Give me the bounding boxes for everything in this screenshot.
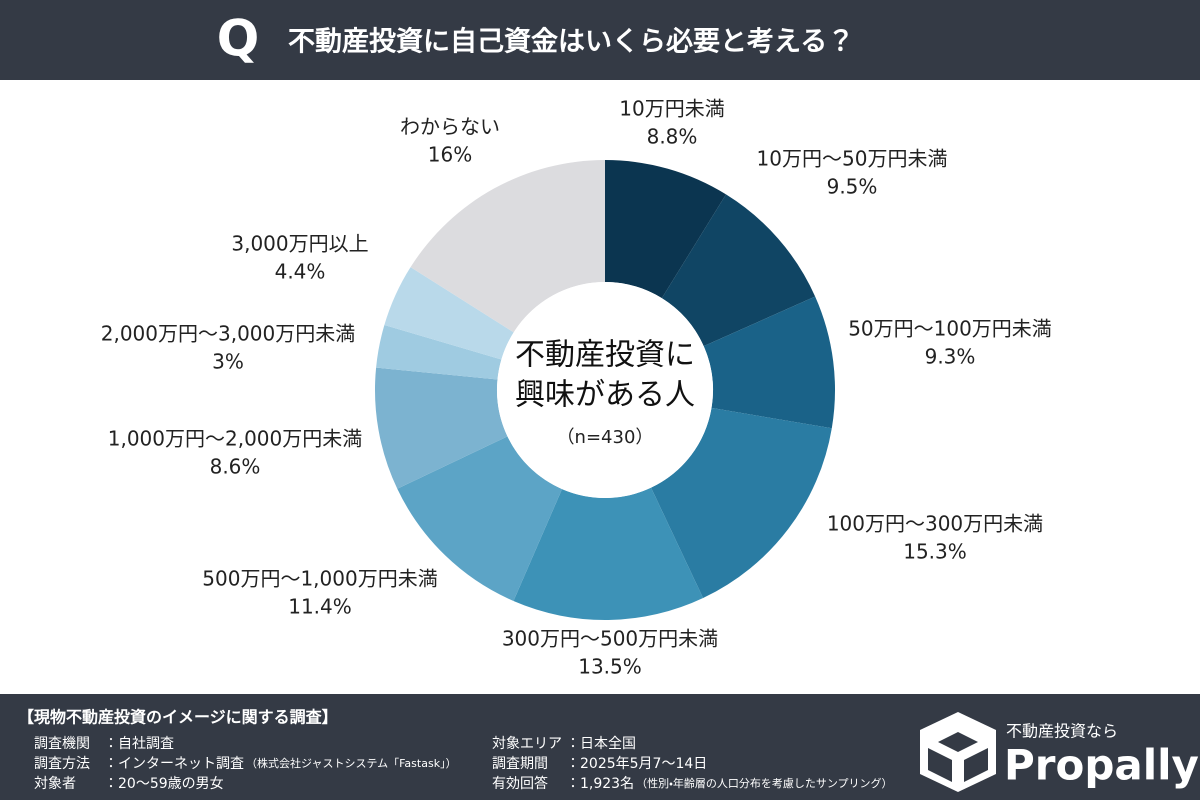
donut-slice <box>703 296 835 429</box>
brand-tagline: 不動産投資なら <box>1006 722 1118 741</box>
footer-note: （株式会社ジャストシステム「Fastask」） <box>246 756 457 770</box>
category-label: わからない <box>400 115 500 139</box>
value-label: 11.4% <box>288 595 352 619</box>
donut-slice <box>651 407 832 599</box>
value-label: 9.3% <box>925 345 976 369</box>
footer-value: ：日本全国 <box>566 736 636 752</box>
donut-slice <box>375 367 508 489</box>
value-label: 13.5% <box>578 655 642 679</box>
category-label: 10万円〜50万円未満 <box>757 147 948 171</box>
category-label: 300万円〜500万円未満 <box>502 627 718 651</box>
footer-value: ：自社調査 <box>104 736 174 752</box>
brand-name: Propally <box>1004 741 1199 790</box>
category-label: 1,000万円〜2,000万円未満 <box>108 427 363 451</box>
question-badge: Q <box>217 10 260 68</box>
value-label: 8.6% <box>210 455 261 479</box>
category-label: 50万円〜100万円未満 <box>848 317 1052 341</box>
value-label: 3% <box>212 350 244 374</box>
footer-label: 調査機関 <box>34 736 90 752</box>
footer-title: 【現物不動産投資のイメージに関する調査】 <box>18 708 338 727</box>
footer-value: ：インターネット調査 <box>104 756 244 772</box>
value-label: 9.5% <box>827 175 878 199</box>
header-band <box>0 0 1200 80</box>
value-label: 15.3% <box>903 540 967 564</box>
footer-value: ：2025年5月7〜14日 <box>566 756 707 772</box>
value-label: 16% <box>428 143 472 167</box>
center-note: （n=430） <box>557 427 654 448</box>
donut-slice <box>384 267 514 360</box>
footer-label: 有効回答 <box>492 775 548 792</box>
category-label: 10万円未満 <box>619 97 724 121</box>
donut-slice <box>661 194 816 347</box>
center-label: 不動産投資に <box>515 338 695 373</box>
footer-label: 調査期間 <box>492 756 548 772</box>
footer-label: 調査方法 <box>34 756 90 772</box>
chart-title: 不動産投資に自己資金はいくら必要と考える？ <box>288 26 854 58</box>
center-label: 興味がある人 <box>515 378 695 413</box>
donut-slice <box>397 436 563 602</box>
category-label: 100万円〜300万円未満 <box>827 512 1043 536</box>
footer-label: 対象者 <box>34 776 76 792</box>
footer-note: （性別・年齢層の人口分布を考慮したサンプリング） <box>636 776 892 790</box>
category-label: 2,000万円〜3,000万円未満 <box>101 322 356 346</box>
donut-slice <box>513 487 704 620</box>
donut-slice <box>605 160 727 299</box>
value-label: 8.8% <box>647 125 698 149</box>
value-label: 4.4% <box>275 260 326 284</box>
brand-logo <box>920 712 996 792</box>
footer-value: ：20〜59歳の男女 <box>104 776 224 792</box>
footer-band <box>0 694 1200 800</box>
donut-hole <box>497 282 713 498</box>
category-label: 3,000万円以上 <box>231 232 368 256</box>
donut-slice <box>410 160 605 333</box>
footer-value: ：1,923名 <box>566 776 634 792</box>
labels: 10万円未満 8.8% 10万円〜50万円未満 9.5% 50万円〜100万円未満 9.3… <box>101 97 1052 679</box>
category-label: 500万円〜1,000万円未満 <box>202 567 437 591</box>
donut-slice <box>376 325 502 380</box>
footer-label: 対象エリア <box>492 736 562 752</box>
